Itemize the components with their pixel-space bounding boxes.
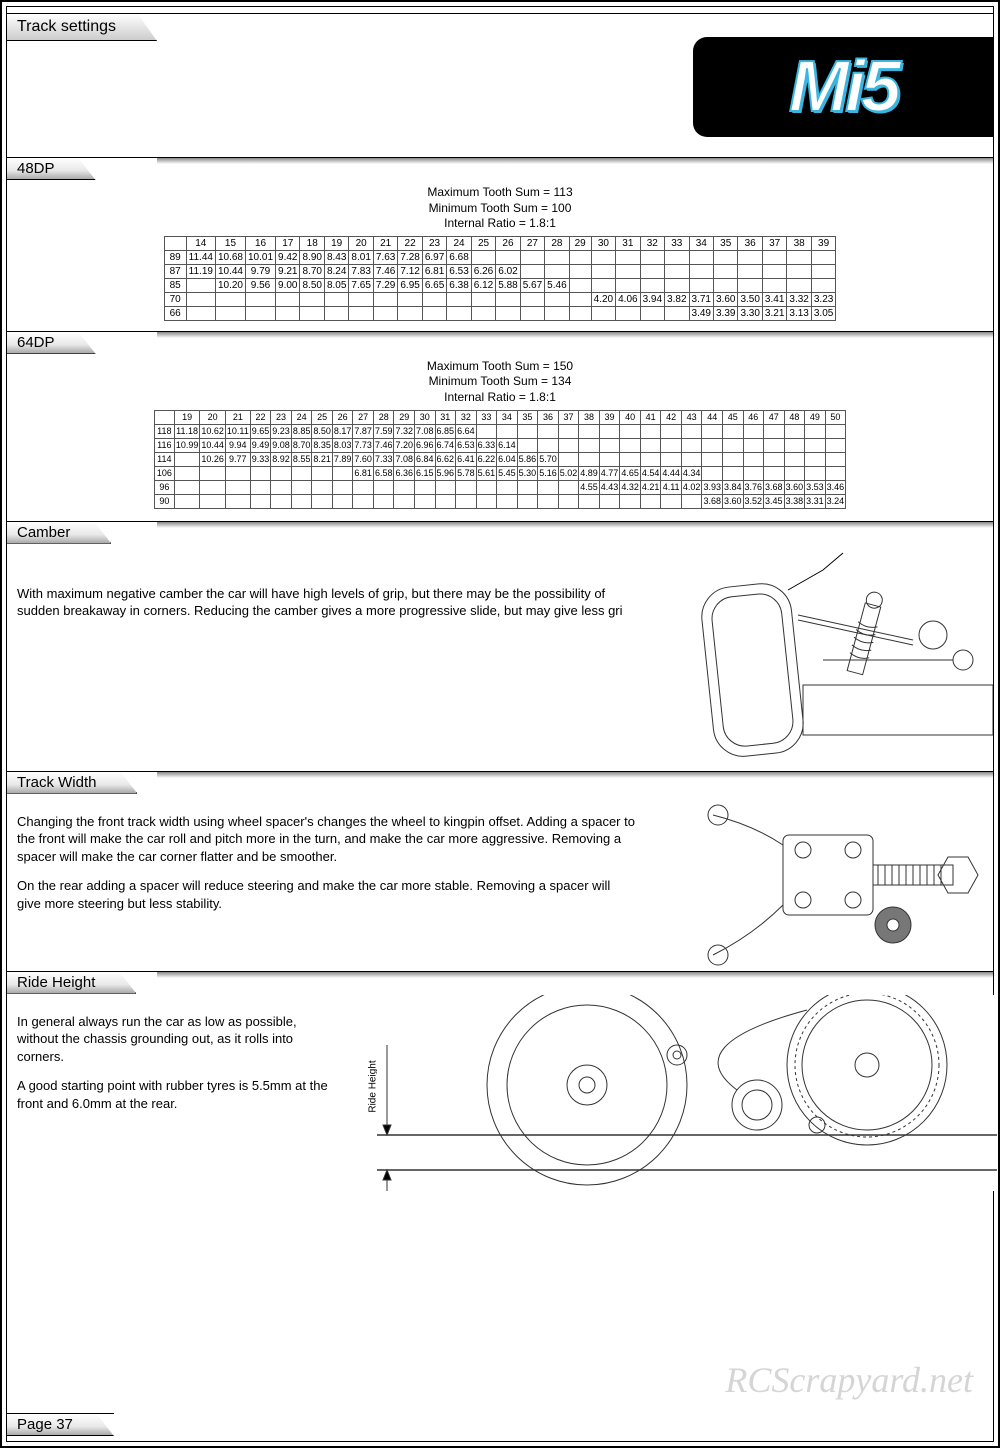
section-48dp: 48DP Maximum Tooth Sum = 113 Minimum Too… bbox=[7, 157, 993, 321]
section-title-trackwidth: Track Width bbox=[7, 771, 137, 794]
rideheight-p1: In general always run the car as low as … bbox=[17, 1013, 337, 1066]
trackwidth-diagram bbox=[693, 795, 993, 971]
section-title-rideheight: Ride Height bbox=[7, 971, 136, 994]
camber-diagram bbox=[623, 545, 993, 771]
trackwidth-text: Changing the front track width using whe… bbox=[7, 795, 647, 943]
ratio-48: Internal Ratio = 1.8:1 bbox=[7, 216, 993, 232]
trackwidth-p2: On the rear adding a spacer will reduce … bbox=[17, 877, 637, 912]
page-number: Page 37 bbox=[7, 1413, 114, 1436]
product-logo: Mi5 bbox=[693, 37, 993, 137]
max-sum-64: Maximum Tooth Sum = 150 bbox=[7, 359, 993, 375]
gear-table-64dp: 1920212223242526272829303132333435363738… bbox=[7, 410, 993, 509]
ratio-info-64dp: Maximum Tooth Sum = 150 Minimum Tooth Su… bbox=[7, 359, 993, 406]
page-title-tab: Track settings bbox=[7, 13, 157, 41]
section-camber: Camber With maximum negative camber the … bbox=[7, 521, 993, 771]
rideheight-text: In general always run the car as low as … bbox=[7, 995, 347, 1143]
logo-text: Mi5 bbox=[789, 46, 897, 128]
section-rideheight: Ride Height In general always run the ca… bbox=[7, 971, 993, 1191]
section-title-48dp: 48DP bbox=[7, 157, 96, 180]
section-64dp: 64DP Maximum Tooth Sum = 150 Minimum Too… bbox=[7, 331, 993, 509]
section-trackwidth: Track Width Changing the front track wid… bbox=[7, 771, 993, 971]
camber-text: With maximum negative camber the car wil… bbox=[7, 545, 647, 650]
ratio-64: Internal Ratio = 1.8:1 bbox=[7, 390, 993, 406]
trackwidth-p1: Changing the front track width using whe… bbox=[17, 813, 637, 866]
min-sum-64: Minimum Tooth Sum = 134 bbox=[7, 374, 993, 390]
min-sum-48: Minimum Tooth Sum = 100 bbox=[7, 201, 993, 217]
ratio-info-48dp: Maximum Tooth Sum = 113 Minimum Tooth Su… bbox=[7, 185, 993, 232]
gear-table-48dp: 1415161718192021222324252627282930313233… bbox=[7, 236, 993, 321]
section-title-camber: Camber bbox=[7, 521, 111, 544]
page-footer: Page 37 bbox=[7, 1413, 114, 1437]
rideheight-diagram bbox=[377, 995, 997, 1191]
watermark: RCScrapyard.net bbox=[725, 1359, 973, 1401]
max-sum-48: Maximum Tooth Sum = 113 bbox=[7, 185, 993, 201]
rideheight-p2: A good starting point with rubber tyres … bbox=[17, 1077, 337, 1112]
camber-paragraph: With maximum negative camber the car wil… bbox=[17, 585, 637, 620]
section-title-64dp: 64DP bbox=[7, 331, 96, 354]
